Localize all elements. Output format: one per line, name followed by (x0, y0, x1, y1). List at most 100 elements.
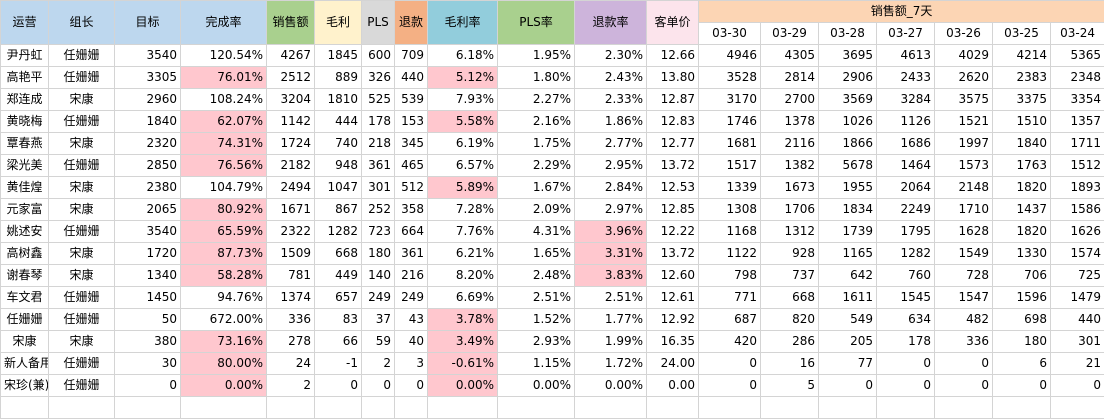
cell-daily-sales[interactable]: 2433 (877, 67, 935, 89)
cell-target[interactable]: 30 (115, 353, 181, 375)
cell-daily-sales[interactable]: 336 (935, 331, 993, 353)
cell-completion-rate[interactable]: 76.56% (181, 155, 267, 177)
cell-gross-profit[interactable]: 1845 (315, 45, 362, 67)
cell-daily-sales[interactable]: 1955 (819, 177, 877, 199)
cell-operator[interactable]: 高树鑫 (1, 243, 49, 265)
cell-gross-profit[interactable]: 1282 (315, 221, 362, 243)
empty-cell[interactable] (395, 397, 428, 419)
cell-gross-margin[interactable]: 6.69% (428, 287, 498, 309)
cell-refund-rate[interactable]: 2.84% (575, 177, 647, 199)
cell-pls-rate[interactable]: 2.29% (498, 155, 575, 177)
cell-avg-order-value[interactable]: 12.87 (647, 89, 699, 111)
cell-sales[interactable]: 2494 (267, 177, 315, 199)
cell-target[interactable]: 380 (115, 331, 181, 353)
cell-refund[interactable]: 512 (395, 177, 428, 199)
cell-gross-margin[interactable]: 7.28% (428, 199, 498, 221)
cell-daily-sales[interactable]: 0 (993, 375, 1051, 397)
cell-sales[interactable]: 1142 (267, 111, 315, 133)
cell-daily-sales[interactable]: 286 (761, 331, 819, 353)
cell-target[interactable]: 2320 (115, 133, 181, 155)
cell-refund-rate[interactable]: 2.30% (575, 45, 647, 67)
cell-target[interactable]: 50 (115, 309, 181, 331)
cell-pls-rate[interactable]: 1.95% (498, 45, 575, 67)
cell-pls[interactable]: 249 (362, 287, 395, 309)
column-header-gross-profit[interactable]: 毛利 (315, 1, 362, 45)
cell-gross-margin[interactable]: 6.57% (428, 155, 498, 177)
cell-refund[interactable]: 249 (395, 287, 428, 309)
cell-daily-sales[interactable]: 1681 (699, 133, 761, 155)
cell-daily-sales[interactable]: 634 (877, 309, 935, 331)
date-header-cell[interactable]: 03-29 (761, 23, 819, 45)
cell-gross-margin[interactable]: 3.78% (428, 309, 498, 331)
cell-refund[interactable]: 40 (395, 331, 428, 353)
cell-team-lead[interactable]: 任姗姗 (49, 155, 115, 177)
cell-target[interactable]: 1450 (115, 287, 181, 309)
cell-daily-sales[interactable]: 1739 (819, 221, 877, 243)
cell-refund-rate[interactable]: 3.31% (575, 243, 647, 265)
cell-daily-sales[interactable]: 928 (761, 243, 819, 265)
cell-daily-sales[interactable]: 706 (993, 265, 1051, 287)
empty-cell[interactable] (647, 397, 699, 419)
cell-gross-margin[interactable]: 6.19% (428, 133, 498, 155)
cell-avg-order-value[interactable]: 13.80 (647, 67, 699, 89)
cell-operator[interactable]: 宋珍(兼) (1, 375, 49, 397)
cell-daily-sales[interactable]: 3575 (935, 89, 993, 111)
cell-team-lead[interactable]: 任姗姗 (49, 111, 115, 133)
cell-sales[interactable]: 781 (267, 265, 315, 287)
cell-daily-sales[interactable]: 5 (761, 375, 819, 397)
cell-operator[interactable]: 任姗姗 (1, 309, 49, 331)
cell-daily-sales[interactable]: 2700 (761, 89, 819, 111)
cell-daily-sales[interactable]: 1626 (1051, 221, 1104, 243)
date-header-cell[interactable]: 03-24 (1051, 23, 1104, 45)
column-header-sales[interactable]: 销售额 (267, 1, 315, 45)
cell-avg-order-value[interactable]: 12.22 (647, 221, 699, 243)
cell-completion-rate[interactable]: 73.16% (181, 331, 267, 353)
cell-refund-rate[interactable]: 1.72% (575, 353, 647, 375)
cell-daily-sales[interactable]: 1866 (819, 133, 877, 155)
cell-daily-sales[interactable]: 0 (819, 375, 877, 397)
column-header-refund-rate[interactable]: 退款率 (575, 1, 647, 45)
cell-team-lead[interactable]: 任姗姗 (49, 309, 115, 331)
cell-daily-sales[interactable]: 6 (993, 353, 1051, 375)
cell-refund-rate[interactable]: 3.83% (575, 265, 647, 287)
cell-daily-sales[interactable]: 1611 (819, 287, 877, 309)
empty-cell[interactable] (993, 397, 1051, 419)
cell-daily-sales[interactable]: 420 (699, 331, 761, 353)
cell-daily-sales[interactable]: 1834 (819, 199, 877, 221)
cell-daily-sales[interactable]: 737 (761, 265, 819, 287)
empty-cell[interactable] (498, 397, 575, 419)
cell-daily-sales[interactable]: 1122 (699, 243, 761, 265)
date-header-cell[interactable]: 03-28 (819, 23, 877, 45)
cell-gross-margin[interactable]: 7.93% (428, 89, 498, 111)
cell-daily-sales[interactable]: 1628 (935, 221, 993, 243)
cell-daily-sales[interactable]: 1686 (877, 133, 935, 155)
cell-target[interactable]: 2850 (115, 155, 181, 177)
cell-gross-profit[interactable]: 83 (315, 309, 362, 331)
cell-daily-sales[interactable]: 0 (935, 353, 993, 375)
cell-team-lead[interactable]: 宋康 (49, 177, 115, 199)
cell-target[interactable]: 2960 (115, 89, 181, 111)
cell-daily-sales[interactable]: 1126 (877, 111, 935, 133)
cell-team-lead[interactable]: 宋康 (49, 265, 115, 287)
cell-daily-sales[interactable]: 3170 (699, 89, 761, 111)
cell-daily-sales[interactable]: 1710 (935, 199, 993, 221)
date-header-cell[interactable]: 03-30 (699, 23, 761, 45)
cell-daily-sales[interactable]: 1165 (819, 243, 877, 265)
cell-daily-sales[interactable]: 1479 (1051, 287, 1104, 309)
cell-daily-sales[interactable]: 1282 (877, 243, 935, 265)
cell-avg-order-value[interactable]: 12.83 (647, 111, 699, 133)
cell-sales[interactable]: 2182 (267, 155, 315, 177)
cell-avg-order-value[interactable]: 13.72 (647, 155, 699, 177)
cell-pls[interactable]: 178 (362, 111, 395, 133)
cell-refund[interactable]: 358 (395, 199, 428, 221)
cell-daily-sales[interactable]: 1378 (761, 111, 819, 133)
cell-avg-order-value[interactable]: 12.85 (647, 199, 699, 221)
cell-daily-sales[interactable]: 0 (877, 375, 935, 397)
cell-daily-sales[interactable]: 1357 (1051, 111, 1104, 133)
cell-completion-rate[interactable]: 120.54% (181, 45, 267, 67)
cell-daily-sales[interactable]: 5678 (819, 155, 877, 177)
cell-operator[interactable]: 谢春琴 (1, 265, 49, 287)
cell-daily-sales[interactable]: 205 (819, 331, 877, 353)
cell-completion-rate[interactable]: 672.00% (181, 309, 267, 331)
cell-gross-margin[interactable]: 6.21% (428, 243, 498, 265)
